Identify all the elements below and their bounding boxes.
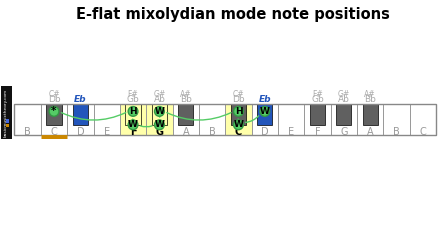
- Text: C: C: [419, 127, 426, 137]
- Text: B: B: [24, 127, 31, 137]
- Text: E-flat mixolydian mode note positions: E-flat mixolydian mode note positions: [76, 7, 390, 22]
- Text: B: B: [393, 127, 400, 137]
- Text: Db: Db: [48, 95, 60, 104]
- Text: W: W: [154, 107, 164, 116]
- Bar: [363, 104, 378, 125]
- Text: C: C: [51, 127, 57, 137]
- Text: W: W: [234, 120, 243, 129]
- Text: W: W: [128, 120, 138, 129]
- Bar: [41, 104, 67, 135]
- Bar: [172, 104, 199, 135]
- Bar: [178, 104, 194, 125]
- Text: A#: A#: [180, 90, 191, 99]
- Text: Bb: Bb: [364, 95, 376, 104]
- Bar: [336, 104, 352, 125]
- Text: G#: G#: [338, 90, 350, 99]
- Bar: [15, 104, 436, 135]
- Text: Eb: Eb: [74, 95, 87, 104]
- Bar: [0, 86, 11, 139]
- Text: G: G: [340, 127, 348, 137]
- Bar: [231, 104, 246, 125]
- Bar: [73, 104, 88, 125]
- Text: A#: A#: [364, 90, 376, 99]
- Text: B: B: [209, 127, 216, 137]
- Bar: [278, 104, 304, 135]
- Bar: [6, 119, 9, 123]
- Text: F#: F#: [312, 90, 323, 99]
- Text: Bb: Bb: [180, 95, 192, 104]
- Circle shape: [154, 107, 164, 116]
- Text: Gb: Gb: [127, 95, 139, 104]
- Text: G: G: [155, 127, 163, 137]
- Text: Db: Db: [232, 95, 245, 104]
- Circle shape: [154, 120, 164, 130]
- Text: A: A: [367, 127, 374, 137]
- Bar: [304, 104, 330, 135]
- Text: Ab: Ab: [338, 95, 350, 104]
- Circle shape: [128, 120, 138, 130]
- Text: basicmusictheory.com: basicmusictheory.com: [4, 89, 7, 137]
- Text: Eb: Eb: [258, 95, 271, 104]
- Bar: [410, 104, 436, 135]
- Text: G#: G#: [153, 90, 165, 99]
- Text: C: C: [235, 127, 242, 137]
- Text: E: E: [288, 127, 294, 137]
- Bar: [46, 104, 62, 125]
- Text: F: F: [315, 127, 320, 137]
- Text: H: H: [235, 107, 242, 116]
- Circle shape: [234, 120, 243, 130]
- Text: D: D: [77, 127, 84, 137]
- Bar: [120, 104, 146, 135]
- Text: Ab: Ab: [154, 95, 165, 104]
- Circle shape: [49, 107, 59, 116]
- Circle shape: [234, 107, 243, 116]
- Bar: [310, 104, 325, 125]
- Text: D: D: [261, 127, 268, 137]
- Text: C#: C#: [48, 90, 60, 99]
- Bar: [152, 104, 167, 125]
- Text: E: E: [104, 127, 110, 137]
- Bar: [67, 104, 94, 135]
- Bar: [383, 104, 410, 135]
- Bar: [94, 104, 120, 135]
- Bar: [357, 104, 383, 135]
- Bar: [257, 104, 272, 125]
- Text: W: W: [154, 120, 164, 129]
- Bar: [15, 104, 41, 135]
- Text: F#: F#: [128, 90, 139, 99]
- Circle shape: [128, 107, 138, 116]
- Text: A: A: [183, 127, 189, 137]
- Text: H: H: [129, 107, 137, 116]
- Text: W: W: [260, 107, 270, 116]
- Bar: [225, 104, 252, 135]
- Text: *: *: [51, 106, 57, 116]
- Bar: [252, 104, 278, 135]
- Circle shape: [260, 107, 270, 116]
- Text: F: F: [130, 127, 136, 137]
- Bar: [146, 104, 172, 135]
- Bar: [6, 124, 9, 127]
- Bar: [330, 104, 357, 135]
- Bar: [125, 104, 141, 125]
- Text: Gb: Gb: [311, 95, 324, 104]
- Bar: [199, 104, 225, 135]
- Text: C#: C#: [233, 90, 244, 99]
